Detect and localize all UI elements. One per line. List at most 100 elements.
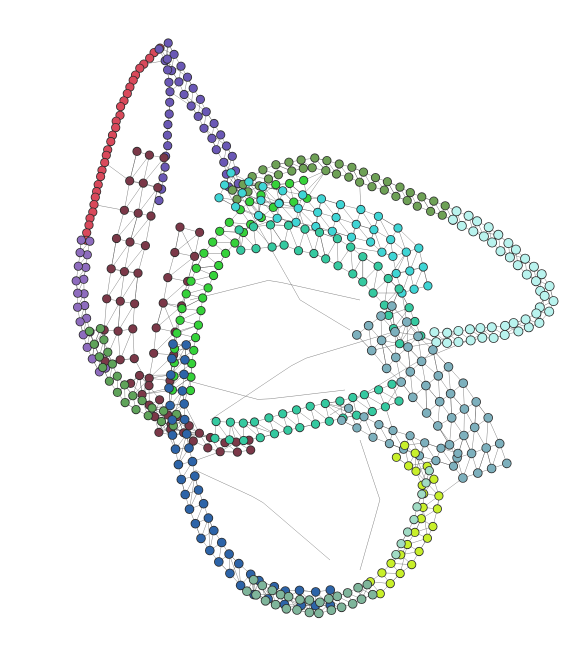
graph-node-cyan	[369, 225, 379, 235]
graph-node-cyan	[401, 247, 411, 257]
graph-node-light-cyan	[503, 238, 514, 249]
graph-node-light-cyan	[536, 269, 547, 280]
graph-node-purple	[174, 77, 184, 87]
graph-node-teal	[267, 242, 277, 252]
graph-edge	[397, 227, 419, 249]
graph-edge	[209, 386, 222, 390]
graph-node-sage	[315, 597, 325, 608]
graph-edge	[366, 459, 371, 470]
graph-node-cyan	[226, 168, 236, 178]
graph-node-light-cyan	[465, 335, 476, 346]
graph-node-red	[100, 157, 110, 168]
graph-edge	[295, 394, 308, 397]
graph-node-olive-green	[298, 163, 308, 173]
graph-node-maroon	[132, 146, 142, 156]
graph-node-teal	[358, 277, 368, 287]
graph-edge	[111, 241, 131, 269]
graph-node-blue	[190, 518, 201, 529]
graph-node-purple	[165, 87, 175, 97]
graph-node-bright-green	[196, 305, 206, 316]
graph-node-steel-blue	[396, 377, 407, 387]
graph-node-light-cyan	[531, 276, 542, 287]
graph-node-blue	[235, 580, 246, 591]
graph-node-yellow-green	[386, 558, 396, 569]
graph-node-light-cyan	[464, 324, 475, 335]
graph-node-cyan	[388, 251, 398, 261]
graph-edge	[299, 299, 313, 308]
graph-node-olive-green	[437, 210, 447, 220]
graph-edge	[249, 210, 257, 224]
graph-node-maroon	[155, 395, 165, 405]
graph-edge	[363, 449, 367, 460]
graph-node-olive-green	[417, 192, 427, 202]
graph-node-purple	[163, 38, 173, 48]
graph-node-bright-green	[209, 270, 219, 281]
graph-edge	[197, 382, 210, 387]
graph-node-teal	[394, 396, 404, 406]
graph-edge	[129, 154, 150, 182]
graph-node-bright-green	[230, 238, 240, 248]
graph-node-cyan	[244, 177, 254, 187]
graph-node-olive-green	[370, 173, 381, 183]
graph-edge	[270, 397, 283, 400]
graph-edge	[368, 529, 372, 540]
graph-edge	[272, 510, 283, 520]
graph-node-cyan	[365, 237, 376, 247]
graph-node-blue	[179, 414, 190, 425]
graph-node-light-cyan	[442, 327, 453, 338]
graph-edge	[104, 162, 130, 182]
graph-node-mint	[409, 514, 419, 525]
graph-node-purple	[169, 49, 179, 60]
graph-node-steel-blue	[469, 422, 480, 433]
graph-node-bright-green	[186, 276, 196, 286]
graph-node-steel-blue	[381, 363, 392, 374]
graph-node-cyan	[331, 212, 341, 223]
graph-edge	[221, 389, 234, 394]
graph-node-olive-green	[322, 156, 332, 166]
graph-node-sage	[251, 589, 261, 600]
graph-edge	[110, 238, 117, 269]
graph-node-olive-green	[347, 162, 357, 172]
graph-edge	[292, 286, 301, 300]
graph-node-light-cyan	[463, 210, 474, 221]
graph-node-steel-blue	[501, 458, 512, 469]
graph-node-maroon	[195, 227, 205, 237]
graph-node-yellow-green	[407, 559, 417, 570]
graph-node-maroon	[154, 427, 164, 437]
graph-edge	[264, 374, 279, 384]
graph-edge	[150, 187, 159, 217]
graph-node-green	[128, 391, 138, 401]
graph-edge	[282, 518, 292, 528]
graph-node-teal	[291, 405, 302, 415]
graph-node-maroon	[115, 355, 125, 365]
graph-node-green	[147, 403, 157, 413]
graph-edge	[229, 485, 241, 492]
graph-node-sage	[362, 579, 373, 590]
graph-node-maroon	[163, 272, 173, 283]
graph-node-bright-green	[203, 283, 213, 293]
graph-node-steel-blue	[428, 345, 438, 355]
graph-edge	[250, 383, 265, 393]
graph-node-light-cyan	[447, 214, 458, 225]
graph-node-mint	[421, 478, 431, 488]
graph-edge	[229, 286, 243, 291]
graph-node-blue	[170, 444, 181, 455]
graph-node-steel-blue	[416, 356, 427, 367]
graph-edge	[337, 343, 354, 350]
graph-edge	[329, 408, 341, 416]
graph-node-light-cyan	[520, 314, 531, 325]
graph-node-blue	[214, 557, 224, 567]
graph-node-lavender	[81, 262, 91, 272]
graph-node-blue	[180, 354, 190, 365]
graph-edge	[223, 401, 238, 412]
graph-node-purple	[154, 44, 164, 54]
graph-node-cyan	[409, 284, 419, 294]
graph-node-steel-blue	[481, 443, 492, 453]
graph-node-olive-green	[321, 166, 331, 176]
graph-node-teal	[373, 385, 384, 395]
graph-node-light-cyan	[544, 281, 555, 292]
graph-node-green	[120, 397, 130, 408]
graph-edge	[359, 559, 364, 571]
graph-node-olive-green	[344, 172, 354, 182]
